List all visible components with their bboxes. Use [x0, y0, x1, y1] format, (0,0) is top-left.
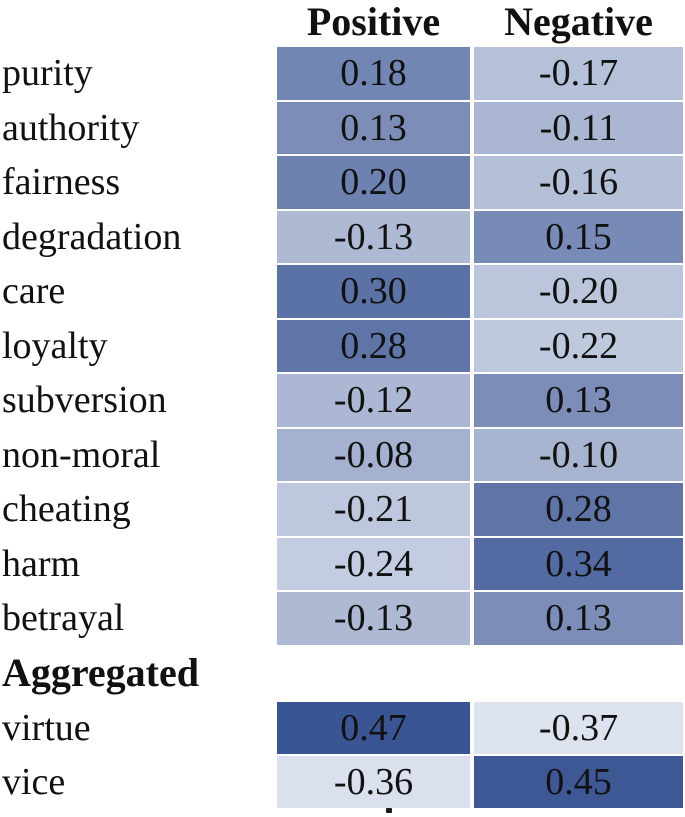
- empty-cell: [472, 645, 685, 701]
- row-label: vice: [0, 754, 275, 809]
- row-label: loyalty: [0, 318, 275, 373]
- heatmap-cell: -0.24: [275, 536, 472, 591]
- heatmap-cell: 0.20: [275, 155, 472, 210]
- row-label: betrayal: [0, 591, 275, 646]
- row-label: degradation: [0, 209, 275, 264]
- heatmap-cell: 0.30: [275, 264, 472, 319]
- row-label: fairness: [0, 155, 275, 210]
- heatmap-cell: -0.36: [275, 754, 472, 809]
- heatmap-cell: 0.18: [275, 46, 472, 101]
- heatmap-cell: -0.21: [275, 482, 472, 537]
- row-label: cheating: [0, 482, 275, 537]
- row-label: non-moral: [0, 427, 275, 482]
- heatmap-cell: 0.34: [472, 536, 685, 591]
- row-label: care: [0, 264, 275, 319]
- heatmap-cell: -0.20: [472, 264, 685, 319]
- row-label: harm: [0, 536, 275, 591]
- heatmap-cell: 0.47: [275, 700, 472, 755]
- heatmap-cell: 0.13: [472, 373, 685, 428]
- section-label: Aggregated: [0, 645, 275, 701]
- heatmap-cell: -0.08: [275, 427, 472, 482]
- row-label: virtue: [0, 700, 275, 755]
- heatmap-cell: -0.37: [472, 700, 685, 755]
- heatmap-cell: 0.45: [472, 754, 685, 809]
- caption-dot: [386, 808, 392, 813]
- corner-spacer: [0, 0, 275, 46]
- row-label: subversion: [0, 373, 275, 428]
- row-label: authority: [0, 100, 275, 155]
- heatmap-cell: 0.13: [472, 591, 685, 646]
- column-header-negative: Negative: [472, 0, 685, 46]
- heatmap-cell: 0.28: [472, 482, 685, 537]
- heatmap-cell: -0.11: [472, 100, 685, 155]
- heatmap-cell: 0.15: [472, 209, 685, 264]
- heatmap-cell: -0.13: [275, 591, 472, 646]
- heatmap-cell: 0.13: [275, 100, 472, 155]
- row-label: purity: [0, 46, 275, 101]
- heatmap-cell: -0.13: [275, 209, 472, 264]
- heatmap-cell: -0.16: [472, 155, 685, 210]
- column-header-positive: Positive: [275, 0, 472, 46]
- heatmap-cell: -0.22: [472, 318, 685, 373]
- heatmap-cell: -0.10: [472, 427, 685, 482]
- heatmap-cell: 0.28: [275, 318, 472, 373]
- heatmap-cell: -0.12: [275, 373, 472, 428]
- empty-cell: [275, 645, 472, 701]
- heatmap-cell: -0.17: [472, 46, 685, 101]
